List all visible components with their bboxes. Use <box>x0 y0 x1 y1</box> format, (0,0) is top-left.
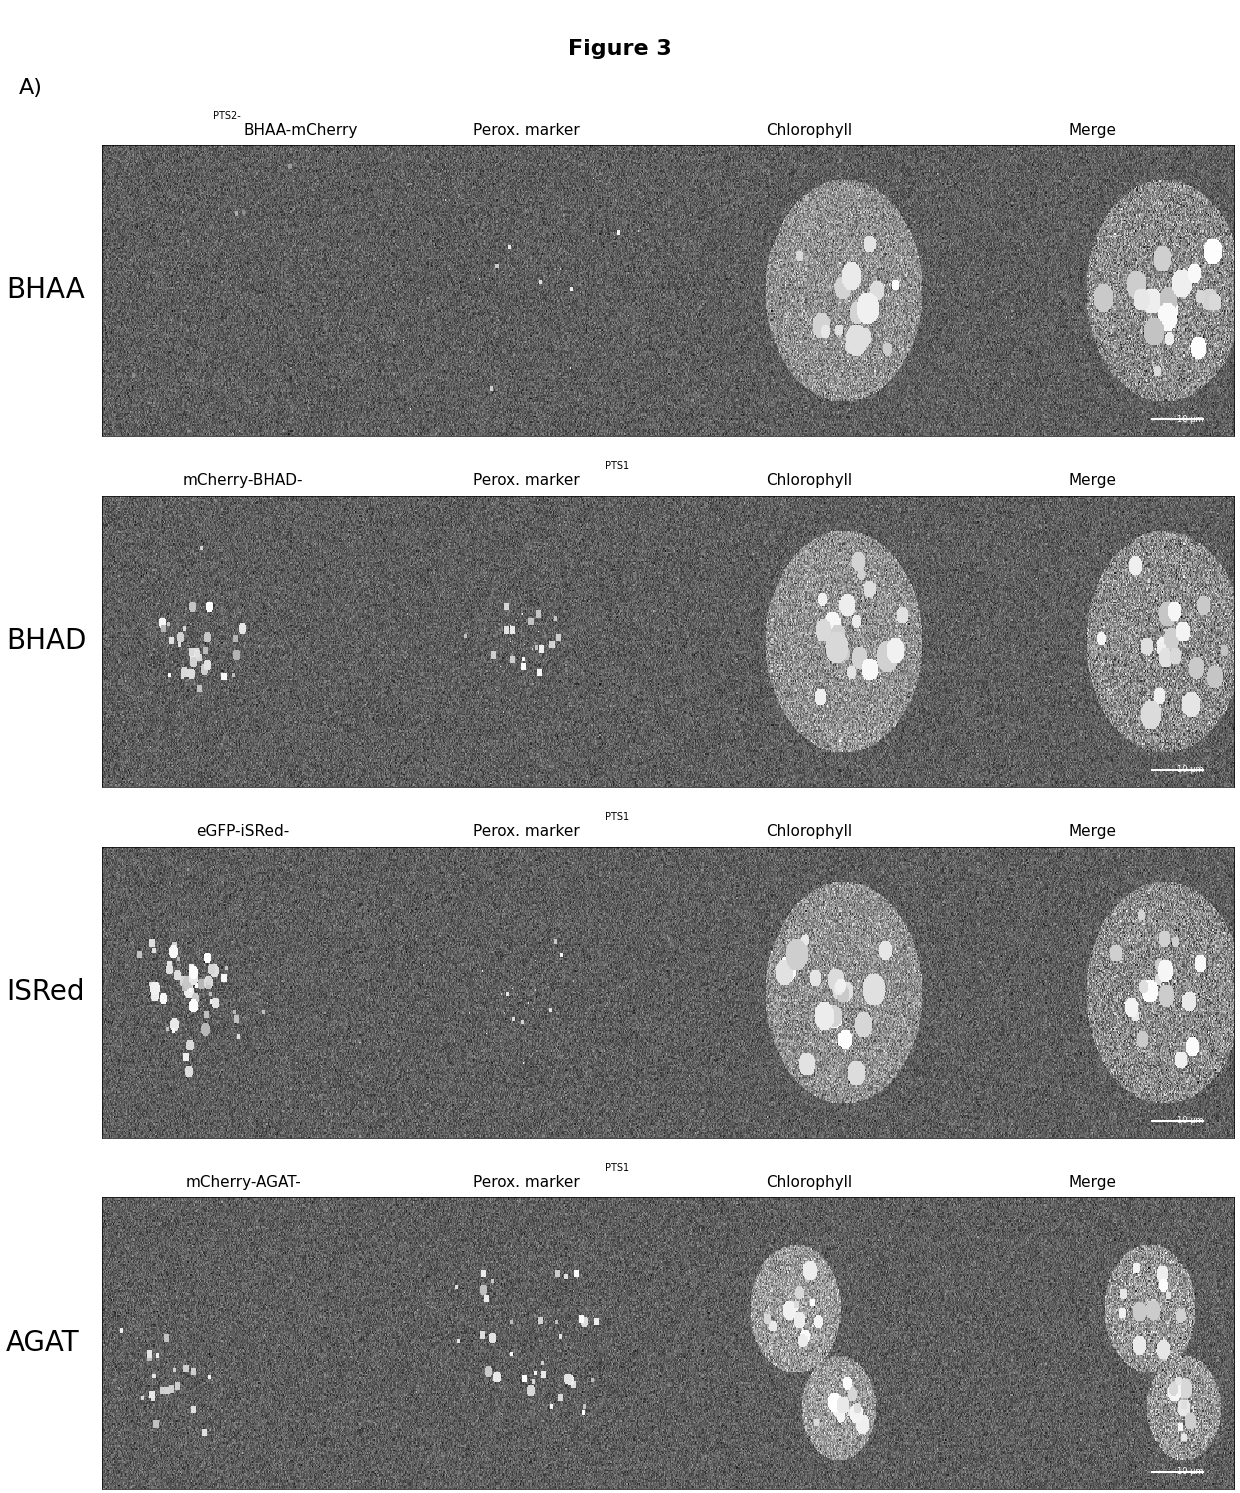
Text: mCherry-AGAT-: mCherry-AGAT- <box>185 1175 301 1190</box>
Text: Chlorophyll: Chlorophyll <box>766 824 852 839</box>
Text: Perox. marker: Perox. marker <box>472 1175 579 1190</box>
Text: 10 µm: 10 µm <box>1177 766 1204 775</box>
Text: Chlorophyll: Chlorophyll <box>766 122 852 137</box>
Text: BHAA-mCherry: BHAA-mCherry <box>243 122 357 137</box>
Text: Merge: Merge <box>1069 824 1116 839</box>
Text: PTS1: PTS1 <box>605 461 630 472</box>
Text: AGAT: AGAT <box>6 1329 79 1357</box>
Text: mCherry-BHAD-: mCherry-BHAD- <box>184 473 304 488</box>
Text: Perox. marker: Perox. marker <box>472 473 579 488</box>
Text: Merge: Merge <box>1069 473 1116 488</box>
Text: eGFP-iSRed-: eGFP-iSRed- <box>197 824 290 839</box>
Text: 10 µm: 10 µm <box>1177 415 1204 424</box>
Text: 10 µm: 10 µm <box>1177 1468 1204 1477</box>
Text: Figure 3: Figure 3 <box>568 39 672 58</box>
Text: ISRed: ISRed <box>6 978 84 1006</box>
Text: PTS2-: PTS2- <box>213 110 241 121</box>
Text: Perox. marker: Perox. marker <box>472 122 579 137</box>
Text: Chlorophyll: Chlorophyll <box>766 473 852 488</box>
Text: Chlorophyll: Chlorophyll <box>766 1175 852 1190</box>
Text: Merge: Merge <box>1069 122 1116 137</box>
Text: BHAD: BHAD <box>6 627 87 655</box>
Text: A): A) <box>19 78 42 97</box>
Text: PTS1: PTS1 <box>605 812 630 821</box>
Text: Merge: Merge <box>1069 1175 1116 1190</box>
Text: Perox. marker: Perox. marker <box>472 824 579 839</box>
Text: BHAA: BHAA <box>6 276 86 305</box>
Text: PTS1: PTS1 <box>605 1163 630 1172</box>
Text: 10 µm: 10 µm <box>1177 1117 1204 1126</box>
